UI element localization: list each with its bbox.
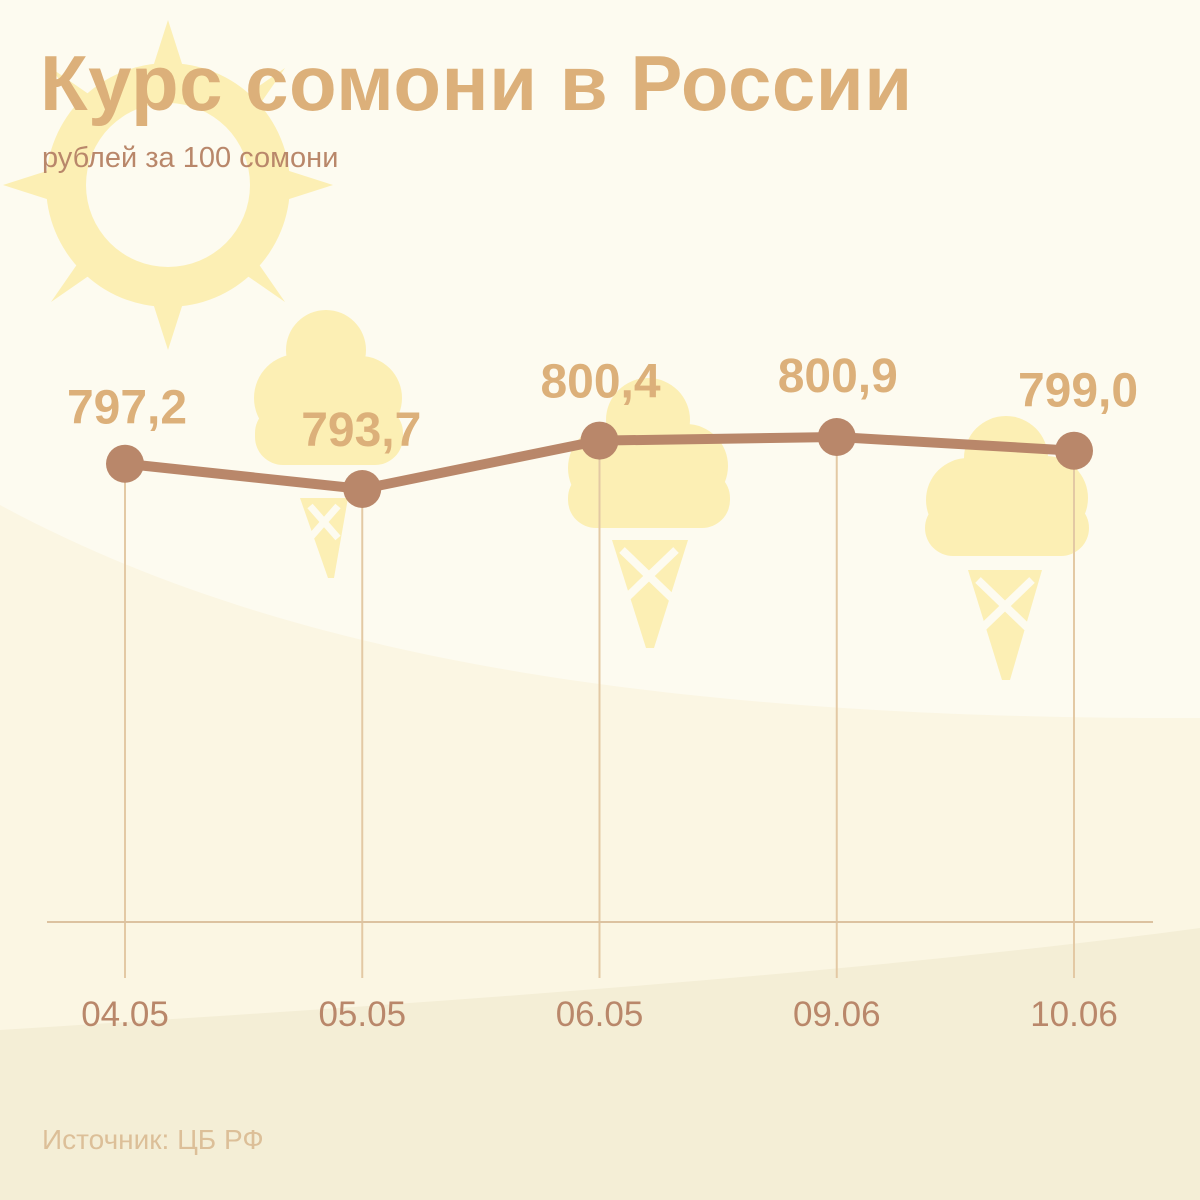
data-label: 799,0 <box>1018 365 1138 418</box>
ice-cream-icon <box>568 378 730 648</box>
ice-cream-icon <box>925 416 1089 680</box>
background-band <box>0 928 1200 1200</box>
chart-subtitle: рублей за 100 сомони <box>42 142 339 174</box>
source-note: Источник: ЦБ РФ <box>42 1124 264 1155</box>
x-tick-label: 09.06 <box>793 995 881 1034</box>
x-tick-label: 06.05 <box>556 995 644 1034</box>
data-point <box>343 470 382 508</box>
data-label: 793,7 <box>301 404 421 457</box>
data-label: 800,4 <box>540 356 660 409</box>
sun-icon <box>3 20 333 350</box>
data-point <box>580 421 619 460</box>
x-tick-label: 05.05 <box>318 995 406 1034</box>
data-label: 800,9 <box>778 350 898 403</box>
data-label: 797,2 <box>67 382 187 435</box>
x-tick-label: 04.05 <box>81 995 169 1034</box>
ice-cream-icon <box>254 310 403 578</box>
data-point <box>1055 431 1093 470</box>
data-point <box>817 418 856 456</box>
x-tick-label: 10.06 <box>1030 995 1118 1034</box>
data-point <box>106 444 144 483</box>
chart-title: Курс сомони в России <box>40 39 913 127</box>
